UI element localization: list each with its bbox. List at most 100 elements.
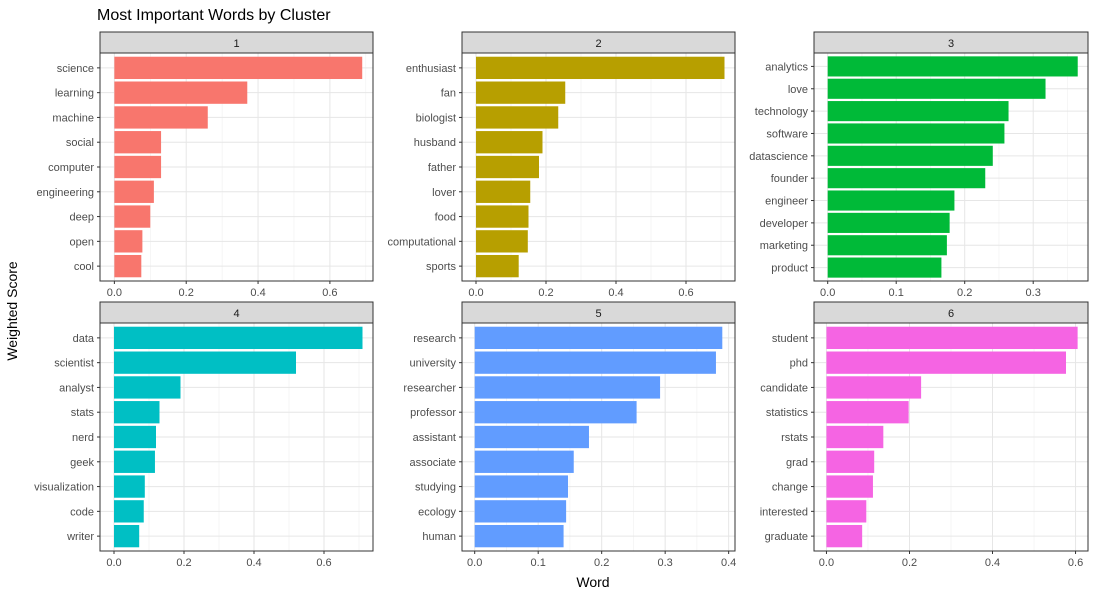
bar-machine xyxy=(114,106,208,129)
bar-analyst xyxy=(114,376,181,399)
y-tick-label: stats xyxy=(71,407,95,419)
panel-border xyxy=(99,322,374,552)
panel-border xyxy=(813,52,1089,282)
bar-data xyxy=(114,326,363,350)
bar-visualization xyxy=(114,475,145,498)
facet-strip-label: 3 xyxy=(948,38,954,50)
x-tick-label: 0.6 xyxy=(678,287,693,299)
bar-grad xyxy=(826,450,875,473)
x-axis-title: Word xyxy=(576,574,609,590)
bar-university xyxy=(474,351,716,374)
y-tick-label: researcher xyxy=(403,382,456,394)
y-tick-label: deep xyxy=(70,212,94,224)
x-tick-label: 0.1 xyxy=(531,557,546,569)
y-tick-label: data xyxy=(73,333,95,345)
y-tick-label: husband xyxy=(414,137,456,149)
facet-panel-1: 1 science learning machine social computer eng… xyxy=(37,31,374,299)
bar-father xyxy=(476,155,539,179)
y-tick-label: biologist xyxy=(416,112,456,124)
bar-enthusiast xyxy=(476,56,725,80)
y-tick-label: candidate xyxy=(760,382,808,394)
bar-code xyxy=(114,500,144,523)
facet-strip-label: 6 xyxy=(948,308,954,320)
bar-interested xyxy=(826,500,867,523)
bar-statistics xyxy=(826,401,909,424)
bar-software xyxy=(827,123,1005,144)
bar-rstats xyxy=(826,425,884,449)
panel-border xyxy=(461,322,736,552)
y-tick-label: writer xyxy=(66,531,94,543)
x-tick-label: 0.0 xyxy=(467,557,482,569)
bar-analytics xyxy=(827,56,1078,77)
facet-panels: 1 science learning machine social computer eng… xyxy=(34,31,1089,569)
x-tick-label: 0.0 xyxy=(106,557,121,569)
bar-assistant xyxy=(474,425,589,449)
bar-marketing xyxy=(827,235,947,256)
y-tick-label: father xyxy=(428,162,456,174)
y-tick-label: software xyxy=(766,128,808,140)
y-tick-label: technology xyxy=(755,106,809,118)
y-tick-label: computational xyxy=(388,236,457,248)
x-tick-label: 0.2 xyxy=(957,287,972,299)
y-tick-label: lover xyxy=(432,187,456,199)
y-tick-label: developer xyxy=(760,218,809,230)
y-tick-label: machine xyxy=(52,112,94,124)
y-tick-label: interested xyxy=(760,506,808,518)
bar-science xyxy=(114,56,363,80)
bar-change xyxy=(826,475,873,498)
x-tick-label: 0.0 xyxy=(107,287,122,299)
y-axis-title: Weighted Score xyxy=(4,261,20,361)
panel-border xyxy=(99,52,374,282)
bar-candidate xyxy=(826,376,922,399)
y-tick-label: human xyxy=(422,531,456,543)
y-tick-label: university xyxy=(410,358,457,370)
y-tick-label: professor xyxy=(410,407,456,419)
x-tick-label: 0.2 xyxy=(538,287,553,299)
y-tick-label: engineer xyxy=(765,196,808,208)
y-tick-label: open xyxy=(70,236,94,248)
x-tick-label: 0.0 xyxy=(468,287,483,299)
bar-biologist xyxy=(476,106,559,129)
bar-technology xyxy=(827,101,1009,122)
y-tick-label: cool xyxy=(74,261,94,273)
x-tick-label: 0.4 xyxy=(250,287,265,299)
x-tick-label: 0.6 xyxy=(1068,557,1083,569)
bar-human xyxy=(474,524,564,548)
y-tick-label: nerd xyxy=(72,432,94,444)
bar-writer xyxy=(114,524,140,548)
bar-geek xyxy=(114,450,155,473)
y-tick-label: learning xyxy=(55,88,94,100)
x-tick-label: 0.0 xyxy=(820,287,835,299)
y-tick-label: rstats xyxy=(781,432,808,444)
y-tick-label: sports xyxy=(426,261,456,273)
bar-deep xyxy=(114,205,151,228)
bar-learning xyxy=(114,81,248,104)
y-tick-label: visualization xyxy=(34,482,94,494)
facet-panel-4: 4 data scientist analyst stats nerd geek visual… xyxy=(34,301,374,569)
bar-sports xyxy=(476,254,519,278)
bar-ecology xyxy=(474,500,567,523)
x-tick-label: 0.2 xyxy=(179,287,194,299)
x-tick-label: 0.2 xyxy=(902,557,917,569)
bar-stats xyxy=(114,401,160,424)
facet-strip-label: 2 xyxy=(595,38,601,50)
bar-associate xyxy=(474,450,574,473)
bar-social xyxy=(114,131,162,154)
bar-food xyxy=(476,205,529,228)
y-tick-label: graduate xyxy=(765,531,808,543)
y-tick-label: enthusiast xyxy=(406,63,456,75)
facet-panel-6: 6 student phd candidate statistics rstats grad… xyxy=(760,301,1089,569)
bar-husband xyxy=(476,131,543,154)
panel-border xyxy=(461,52,736,282)
y-tick-label: analytics xyxy=(765,61,808,73)
x-tick-label: 0.3 xyxy=(1026,287,1041,299)
y-tick-label: marketing xyxy=(760,240,808,252)
chart-title: Most Important Words by Cluster xyxy=(97,7,331,24)
bar-nerd xyxy=(114,425,156,449)
y-tick-label: engineering xyxy=(37,187,95,199)
facet-panel-3: 3 analytics love technology software datascie… xyxy=(749,31,1089,299)
x-tick-label: 0.4 xyxy=(985,557,1000,569)
bar-datascience xyxy=(827,145,993,166)
bar-fan xyxy=(476,81,566,104)
